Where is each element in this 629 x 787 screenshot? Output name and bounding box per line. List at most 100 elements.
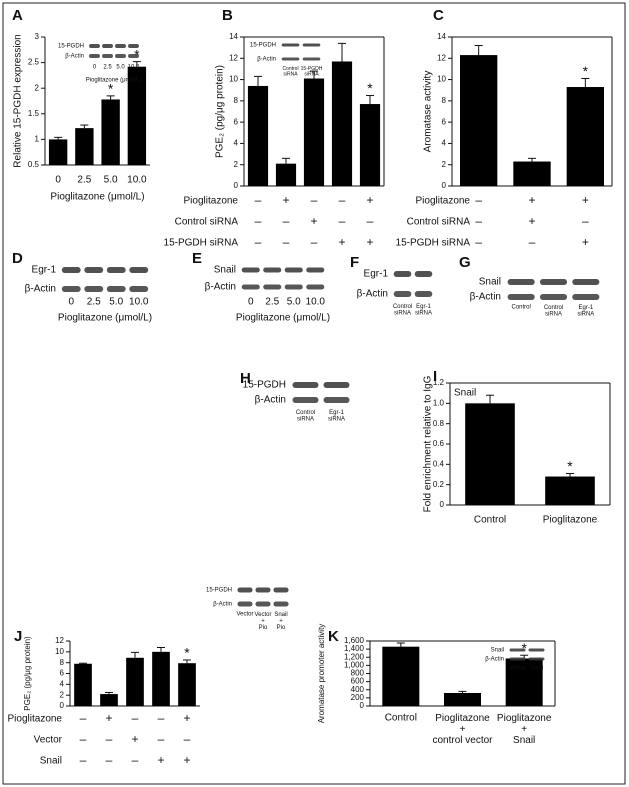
y-axis-label: Fold enrichment relative to IgG [423, 375, 434, 512]
condition-sign: + [183, 753, 190, 767]
blot-lane-label: 0 [68, 297, 74, 308]
blot-band [509, 648, 526, 652]
y-tick-label: 0.5 [28, 160, 40, 169]
bar [74, 663, 92, 706]
blot-band [284, 284, 303, 290]
y-tick-label: 14 [229, 32, 238, 41]
blot-band [128, 44, 139, 48]
x-tick-label: 10.0 [127, 175, 147, 186]
blot-band [306, 267, 325, 273]
blot-band [61, 286, 81, 292]
condition-sign: + [282, 193, 289, 207]
blot-band [507, 294, 535, 300]
blot-row-label: Snail [479, 277, 501, 288]
bar [465, 403, 515, 505]
blot-band [306, 284, 325, 290]
panel-letter: G [459, 254, 471, 271]
y-tick-label: 0.2 [433, 480, 445, 489]
blot-row-label: 15-PGDH [58, 44, 84, 50]
blot-lane-label: Egr-1 siRNA [415, 304, 432, 317]
blot-band [572, 279, 600, 285]
blot-row-label: β-Actin [255, 395, 286, 406]
blot-band [302, 57, 321, 61]
significance-mark: * [567, 458, 573, 474]
blot-xlabel: Pioglitazone (μmol/L) [58, 313, 152, 324]
condition-sign: – [184, 732, 191, 746]
blot-lane-label: Snail + Pio [274, 612, 287, 631]
y-tick-label: 1 [35, 135, 40, 144]
x-tick-label: Pioglitazone + control vector [432, 713, 493, 746]
bar [48, 139, 68, 165]
blot-band [528, 657, 545, 661]
panel-letter: C [433, 7, 444, 24]
condition-label: Vector [34, 735, 63, 746]
blot-row-label: Egr-1 [364, 269, 389, 280]
x-tick-label: 2.5 [77, 175, 91, 186]
significance-mark: * [184, 645, 190, 661]
blot-band [292, 382, 319, 388]
blot-lane-label: 15-PGDH siRNA [301, 66, 323, 78]
y-tick-label: 1,200 [344, 652, 365, 661]
condition-sign: – [80, 732, 87, 746]
y-tick-label: 6 [442, 117, 447, 126]
condition-sign: + [528, 214, 535, 228]
condition-sign: – [80, 711, 87, 725]
blot-lane-label: Control siRNA [393, 304, 412, 317]
condition-sign: – [255, 193, 262, 207]
blot-row-label: Egr-1 [32, 265, 57, 276]
blot-lane-label: Control siRNA [544, 305, 563, 318]
blot-band [393, 291, 412, 297]
condition-sign: – [158, 732, 165, 746]
y-tick-label: 4 [60, 679, 65, 688]
condition-sign: – [339, 193, 346, 207]
blot-lane-label: 2.5 [103, 65, 112, 71]
bar [382, 646, 420, 706]
y-tick-label: 0.8 [433, 419, 445, 428]
bar [101, 99, 120, 165]
blot-lane-label: 2.5 [265, 297, 279, 308]
y-tick-label: 200 [351, 693, 365, 702]
blot-band [572, 294, 600, 300]
blot-band [89, 44, 100, 48]
y-axis-label: Aromatase activity [423, 71, 434, 153]
blot-band [323, 382, 350, 388]
condition-sign: + [183, 711, 190, 725]
bar [275, 163, 297, 186]
y-tick-label: 2 [442, 160, 447, 169]
blot-lane-label: 0 [248, 297, 254, 308]
x-tick-label: Control [474, 515, 506, 526]
y-tick-label: 0 [360, 701, 365, 710]
bar [100, 694, 118, 706]
blot-band [539, 294, 568, 300]
y-tick-label: 0 [234, 181, 239, 190]
condition-label: Pioglitazone [416, 196, 471, 207]
condition-sign: – [255, 214, 262, 228]
blot-band [281, 43, 300, 47]
y-tick-label: 800 [351, 669, 365, 678]
bar [513, 161, 551, 186]
condition-sign: – [132, 753, 139, 767]
y-tick-label: 8 [234, 96, 239, 105]
blot-lane-label: Egr-1 siRNA [577, 305, 594, 318]
condition-sign: – [80, 753, 87, 767]
blot-band [237, 601, 253, 607]
significance-mark: * [583, 63, 589, 79]
y-tick-label: 0 [442, 181, 447, 190]
condition-label: Snail [40, 756, 62, 767]
y-axis-label: Aromatase promoter activity [317, 624, 326, 724]
y-tick-label: 0.4 [433, 459, 445, 468]
blot-lane-label: Vector [236, 612, 253, 618]
blot-row-label: β-Actin [485, 657, 504, 663]
condition-label: Control siRNA [407, 217, 471, 228]
blot-band [241, 267, 260, 273]
blot-row-label: β-Actin [25, 284, 56, 295]
y-tick-label: 2 [35, 83, 40, 92]
blot-lane-label: 5.0 [287, 297, 301, 308]
condition-sign: + [582, 193, 589, 207]
blot-lane-label: 5.0 [109, 297, 123, 308]
blot-lane-label: 10.0 [129, 297, 149, 308]
blot-band [115, 54, 126, 58]
y-tick-label: 10 [437, 75, 446, 84]
x-tick-label: Pioglitazone [543, 515, 598, 526]
blot-row-label: 15-PGDH [250, 43, 276, 49]
